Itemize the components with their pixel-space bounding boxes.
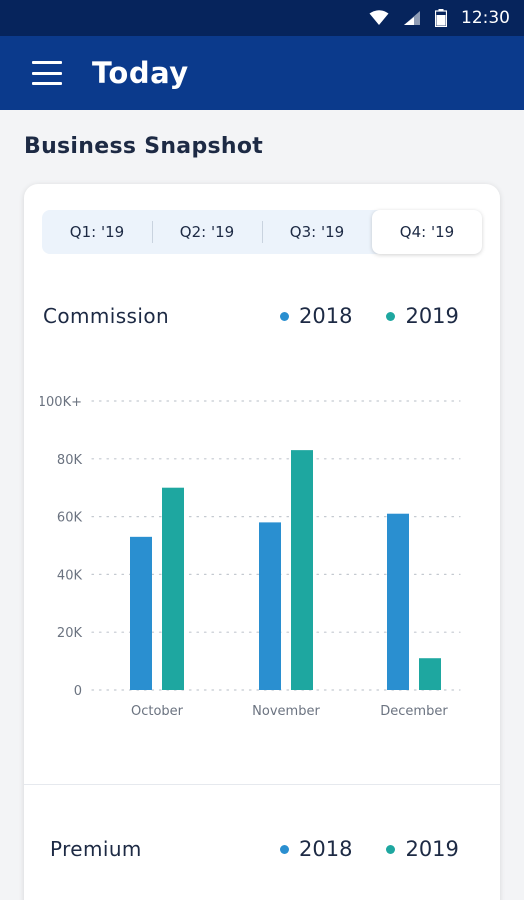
bar-2019-october [162, 487, 184, 690]
commission-bar-chart: 0 20K 40K 60K 80K 100K+ October November Decembe… [38, 395, 461, 719]
quarter-tabs: Q1: '19 Q2: '19 Q3: '19 Q4: '19 [42, 210, 482, 254]
commission-header: Commission 2018 2019 [24, 301, 500, 331]
legend-label-2019: 2019 [405, 304, 459, 328]
legend-dot-2018 [280, 311, 289, 321]
y-tick-label: 40K [57, 568, 83, 583]
status-bar: 12:30 [0, 0, 524, 36]
bar-2019-december [419, 658, 441, 690]
premium-legend-dot-2018 [280, 844, 289, 854]
legend-item-2018: 2018 [280, 304, 352, 328]
bar-2018-november [259, 522, 281, 690]
divider [24, 784, 500, 785]
y-tick-label: 20K [57, 626, 83, 641]
premium-header: Premium 2018 2019 [24, 834, 500, 864]
legend-dot-2019 [386, 311, 396, 321]
commission-title: Commission [43, 304, 170, 328]
bar-2018-october [130, 536, 152, 690]
status-time: 12:30 [461, 8, 510, 28]
x-tick-label: October [131, 704, 184, 719]
app-bar: Today [0, 36, 524, 110]
premium-title: Premium [50, 837, 142, 861]
x-tick-label: December [380, 704, 448, 719]
y-tick-label: 80K [57, 453, 83, 468]
y-tick-label: 100K+ [40, 395, 82, 410]
y-tick-label: 0 [74, 684, 82, 699]
signal-icon [404, 11, 420, 25]
tab-q3[interactable]: Q3: '19 [262, 210, 372, 254]
hamburger-menu-icon[interactable] [32, 61, 62, 85]
bar-2019-november [291, 450, 313, 690]
tab-q4[interactable]: Q4: '19 [372, 210, 482, 254]
premium-legend: 2018 2019 [280, 837, 493, 861]
y-tick-label: 60K [57, 511, 83, 526]
premium-legend-label-2019: 2019 [405, 837, 459, 861]
legend-item-2019: 2019 [386, 304, 459, 328]
premium-legend-item-2019: 2019 [386, 837, 459, 861]
premium-legend-label-2018: 2018 [299, 837, 353, 861]
battery-icon [435, 9, 447, 27]
section-title: Business Snapshot [24, 134, 264, 159]
commission-legend: 2018 2019 [280, 304, 493, 328]
snapshot-card: Q1: '19 Q2: '19 Q3: '19 Q4: '19 Commissi… [24, 184, 500, 900]
wifi-icon [369, 10, 389, 25]
tab-q1[interactable]: Q1: '19 [69, 223, 125, 241]
commission-chart: 0 20K 40K 60K 80K 100K+ October November Decembe… [38, 384, 480, 728]
premium-legend-dot-2019 [386, 844, 396, 854]
bar-2018-december [387, 513, 409, 690]
x-tick-label: November [252, 704, 320, 719]
premium-legend-item-2018: 2018 [280, 837, 352, 861]
page-title: Today [92, 56, 189, 90]
tab-q2[interactable]: Q2: '19 [152, 210, 262, 254]
legend-label-2018: 2018 [299, 304, 353, 328]
